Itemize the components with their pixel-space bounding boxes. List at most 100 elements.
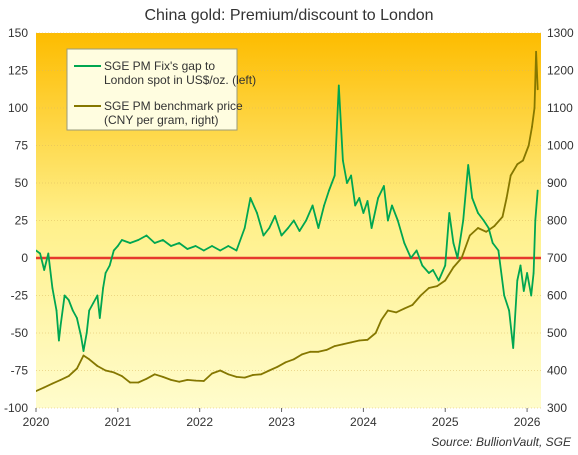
point-gap-52 (323, 204, 325, 207)
point-price-45 (395, 311, 397, 314)
point-price-57 (493, 225, 496, 228)
point-gap-84 (482, 219, 485, 222)
point-gap-7 (59, 324, 62, 327)
point-price-19 (186, 379, 189, 381)
point-price-51 (444, 279, 447, 282)
point-price-23 (219, 369, 222, 372)
point-gap-95 (530, 294, 533, 297)
point-gap-43 (268, 227, 271, 229)
left-tick-0: 150 (8, 26, 28, 40)
point-price-18 (178, 380, 181, 383)
point-price-65 (533, 107, 536, 109)
point-price-38 (342, 343, 344, 346)
point-gap-38 (235, 249, 238, 252)
x-tick-3: 2023 (268, 415, 295, 429)
point-price-25 (235, 376, 238, 378)
point-gap-94 (526, 272, 528, 274)
right-tick-1: 1200 (547, 64, 574, 78)
right-tick-9: 400 (547, 364, 567, 378)
point-gap-19 (102, 287, 104, 289)
point-price-59 (505, 197, 508, 199)
point-price-3 (59, 379, 62, 381)
point-price-17 (170, 379, 172, 381)
point-price-29 (268, 369, 271, 372)
point-gap-3 (47, 252, 50, 255)
x-tick-1: 2021 (104, 415, 131, 429)
point-price-1 (43, 386, 46, 389)
point-gap-59 (354, 204, 357, 207)
point-gap-13 (82, 350, 85, 352)
point-price-10 (112, 371, 115, 374)
point-price-67 (536, 88, 539, 91)
right-axis: 1300 1200 1100 1000 900 800 700 600 500 400 300 (547, 26, 574, 415)
point-gap-0 (36, 249, 37, 252)
point-gap-1 (39, 252, 41, 255)
point-gap-33 (194, 245, 197, 247)
legend-label-price-line1: SGE PM benchmark price (104, 99, 243, 113)
point-gap-42 (262, 234, 265, 237)
point-gap-76 (444, 264, 447, 267)
point-gap-39 (243, 227, 246, 229)
point-gap-32 (186, 248, 189, 250)
point-price-41 (366, 338, 369, 341)
point-gap-10 (71, 309, 74, 312)
point-gap-54 (333, 174, 336, 177)
point-price-2 (51, 382, 54, 385)
point-gap-90 (512, 347, 515, 349)
point-gap-63 (370, 227, 373, 229)
point-gap-8 (63, 294, 66, 297)
point-price-48 (419, 294, 422, 297)
point-gap-67 (391, 204, 393, 207)
right-tick-5: 800 (547, 214, 567, 228)
point-gap-35 (211, 245, 213, 247)
point-gap-83 (477, 212, 479, 214)
point-gap-60 (358, 197, 361, 199)
point-gap-45 (280, 234, 283, 237)
point-price-28 (260, 373, 262, 376)
point-price-64 (531, 125, 533, 128)
point-gap-23 (116, 245, 119, 247)
point-price-34 (309, 350, 312, 353)
point-price-16 (162, 376, 164, 378)
left-tick-7: -25 (11, 289, 29, 303)
point-gap-55 (337, 84, 340, 87)
point-price-14 (145, 377, 148, 380)
point-price-62 (522, 159, 524, 162)
x-tick-6: 2026 (514, 415, 541, 429)
point-price-21 (202, 380, 205, 382)
right-tick-7: 600 (547, 289, 567, 303)
point-gap-51 (317, 227, 320, 229)
point-price-55 (477, 227, 479, 229)
point-gap-98 (536, 189, 539, 192)
right-tick-8: 500 (547, 326, 567, 340)
point-gap-81 (467, 164, 470, 166)
right-tick-3: 1000 (547, 139, 574, 153)
point-gap-9 (67, 299, 70, 301)
point-gap-82 (471, 197, 474, 199)
point-gap-36 (219, 249, 222, 252)
point-gap-97 (534, 219, 537, 222)
left-axis: 150 125 100 75 50 25 0 -25 -50 -75 -100 (4, 26, 28, 415)
point-gap-12 (80, 335, 82, 337)
point-gap-65 (383, 185, 385, 187)
point-gap-86 (491, 242, 494, 244)
point-gap-87 (497, 249, 500, 252)
legend-label-gap-line2: London spot in US$/oz. (left) (104, 73, 256, 87)
chart-title: China gold: Premium/discount to London (144, 7, 433, 24)
x-tick-4: 2024 (350, 415, 377, 429)
left-tick-1: 125 (8, 64, 28, 78)
point-gap-37 (227, 245, 230, 247)
point-price-49 (428, 287, 430, 289)
point-price-58 (501, 215, 504, 218)
point-price-30 (276, 365, 279, 368)
point-price-9 (104, 369, 107, 372)
point-price-31 (284, 361, 287, 364)
point-price-56 (485, 230, 488, 233)
point-price-33 (301, 353, 303, 356)
point-price-11 (121, 375, 123, 377)
point-price-40 (358, 339, 361, 342)
point-gap-92 (519, 264, 522, 267)
point-gap-31 (178, 242, 181, 244)
x-tick-0: 2020 (23, 415, 50, 429)
left-tick-8: -50 (11, 326, 29, 340)
